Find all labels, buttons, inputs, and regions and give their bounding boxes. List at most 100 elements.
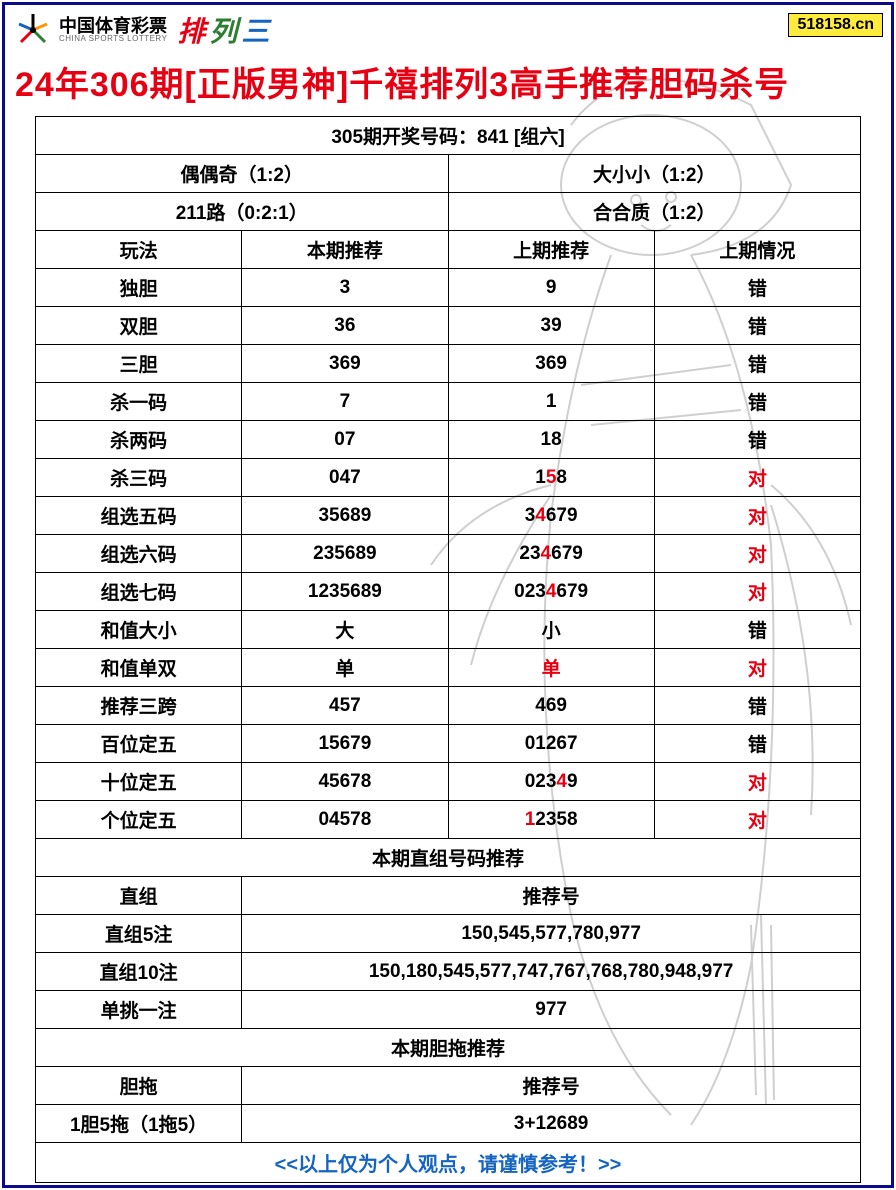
current-pick: 369 [242,345,448,383]
status: 对 [654,535,860,573]
prediction-table: 305期开奖号码：841 [组六] 偶偶奇（1:2） 大小小（1:2） 211路… [35,116,861,1183]
status: 错 [654,725,860,763]
meta-row: 211路（0:2:1） 合合质（1:2） [36,193,861,231]
current-pick: 35689 [242,497,448,535]
combo-label: 直组5注 [36,915,242,953]
table-row: 组选六码235689234679对 [36,535,861,573]
combo-label: 直组10注 [36,953,242,991]
play-type: 和值单双 [36,649,242,687]
combo-value: 150,180,545,577,747,767,768,780,948,977 [242,953,861,991]
section2-header: 本期直组号码推荐 [36,839,861,877]
play-type: 组选七码 [36,573,242,611]
status: 错 [654,687,860,725]
play-type: 杀三码 [36,459,242,497]
status: 对 [654,801,860,839]
prev-pick: 469 [448,687,654,725]
lottery-logo-icon [13,10,53,50]
prev-pick: 34679 [448,497,654,535]
table-row: 组选七码12356890234679对 [36,573,861,611]
logo: 中国体育彩票 CHINA SPORTS LOTTERY 排 列 三 [13,10,271,50]
play-type: 组选六码 [36,535,242,573]
prev-pick: 158 [448,459,654,497]
logo-pl3: 排 列 三 [175,10,271,50]
table-row: 1胆5拖（1拖5）3+12689 [36,1105,861,1143]
play-type: 十位定五 [36,763,242,801]
status: 错 [654,269,860,307]
prev-pick: 0234679 [448,573,654,611]
table-row: 杀三码047158对 [36,459,861,497]
current-pick: 07 [242,421,448,459]
logo-text-en: CHINA SPORTS LOTTERY [59,35,167,43]
play-type: 杀两码 [36,421,242,459]
meta-row: 偶偶奇（1:2） 大小小（1:2） [36,155,861,193]
play-type: 个位定五 [36,801,242,839]
section3-header: 本期胆拖推荐 [36,1029,861,1067]
current-pick: 15679 [242,725,448,763]
table-row: 和值大小大小错 [36,611,861,649]
status: 错 [654,307,860,345]
footer-note: <<以上仅为个人观点，请谨慎参考！>> [36,1143,861,1183]
combo-label: 单挑一注 [36,991,242,1029]
play-type: 杀一码 [36,383,242,421]
prev-pick: 02349 [448,763,654,801]
prev-pick: 234679 [448,535,654,573]
section2-cols: 直组 推荐号 [36,877,861,915]
prev-pick: 18 [448,421,654,459]
current-pick: 047 [242,459,448,497]
logo-text-cn: 中国体育彩票 [59,17,167,35]
status: 对 [654,573,860,611]
page-title: 24年306期[正版男神]千禧排列3高手推荐胆码杀号 [5,55,891,116]
table-row: 三胆369369错 [36,345,861,383]
prev-pick: 单 [448,649,654,687]
play-type: 三胆 [36,345,242,383]
status: 对 [654,763,860,801]
prev-pick: 1 [448,383,654,421]
table-row: 杀两码0718错 [36,421,861,459]
play-type: 组选五码 [36,497,242,535]
result-header: 305期开奖号码：841 [组六] [36,117,861,155]
table-row: 直组10注150,180,545,577,747,767,768,780,948… [36,953,861,991]
current-pick: 235689 [242,535,448,573]
current-pick: 45678 [242,763,448,801]
current-pick: 大 [242,611,448,649]
dantuo-label: 1胆5拖（1拖5） [36,1105,242,1143]
dantuo-value: 3+12689 [242,1105,861,1143]
play-type: 百位定五 [36,725,242,763]
prev-pick: 369 [448,345,654,383]
table-row: 和值单双单单对 [36,649,861,687]
site-badge: 518158.cn [788,13,883,37]
prev-pick: 01267 [448,725,654,763]
combo-value: 977 [242,991,861,1029]
current-pick: 3 [242,269,448,307]
current-pick: 36 [242,307,448,345]
current-pick: 04578 [242,801,448,839]
current-pick: 1235689 [242,573,448,611]
table-row: 百位定五1567901267错 [36,725,861,763]
table-row: 直组5注150,545,577,780,977 [36,915,861,953]
status: 错 [654,421,860,459]
column-header-row: 玩法 本期推荐 上期推荐 上期情况 [36,231,861,269]
table-row: 组选五码3568934679对 [36,497,861,535]
status: 对 [654,497,860,535]
current-pick: 单 [242,649,448,687]
section3-cols: 胆拖 推荐号 [36,1067,861,1105]
status: 错 [654,345,860,383]
play-type: 和值大小 [36,611,242,649]
table-row: 独胆39错 [36,269,861,307]
status: 对 [654,649,860,687]
play-type: 独胆 [36,269,242,307]
table-row: 十位定五4567802349对 [36,763,861,801]
current-pick: 457 [242,687,448,725]
table-row: 单挑一注977 [36,991,861,1029]
play-type: 推荐三跨 [36,687,242,725]
play-type: 双胆 [36,307,242,345]
status: 错 [654,611,860,649]
table-row: 推荐三跨457469错 [36,687,861,725]
table-row: 双胆3639错 [36,307,861,345]
prev-pick: 9 [448,269,654,307]
header: 中国体育彩票 CHINA SPORTS LOTTERY 排 列 三 518158… [5,5,891,55]
table-row: 个位定五0457812358对 [36,801,861,839]
prev-pick: 小 [448,611,654,649]
current-pick: 7 [242,383,448,421]
table-row: 杀一码71错 [36,383,861,421]
